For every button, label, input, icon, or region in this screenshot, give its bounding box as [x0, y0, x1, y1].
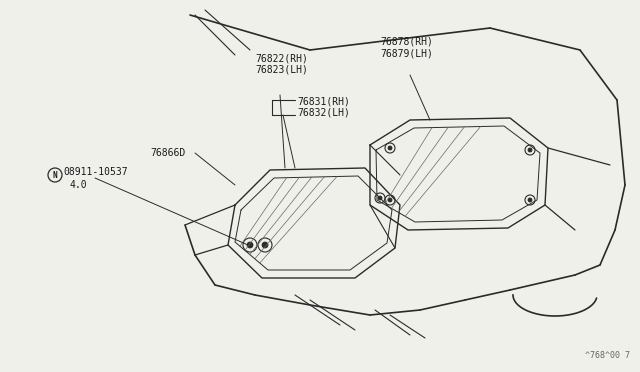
Circle shape [247, 242, 253, 248]
Text: 76831(RH)
76832(LH): 76831(RH) 76832(LH) [297, 96, 350, 118]
Text: 4.0: 4.0 [70, 180, 88, 190]
Text: 76878(RH)
76879(LH): 76878(RH) 76879(LH) [380, 36, 433, 58]
Circle shape [528, 198, 532, 202]
Text: 08911-10537: 08911-10537 [63, 167, 127, 177]
Text: 76866D: 76866D [150, 148, 185, 158]
Circle shape [528, 148, 532, 152]
Circle shape [262, 242, 268, 248]
Circle shape [378, 196, 382, 200]
Text: 76822(RH)
76823(LH): 76822(RH) 76823(LH) [255, 54, 308, 75]
Text: ^768^00 7: ^768^00 7 [585, 351, 630, 360]
Text: N: N [52, 170, 58, 180]
Circle shape [388, 198, 392, 202]
Circle shape [388, 146, 392, 150]
